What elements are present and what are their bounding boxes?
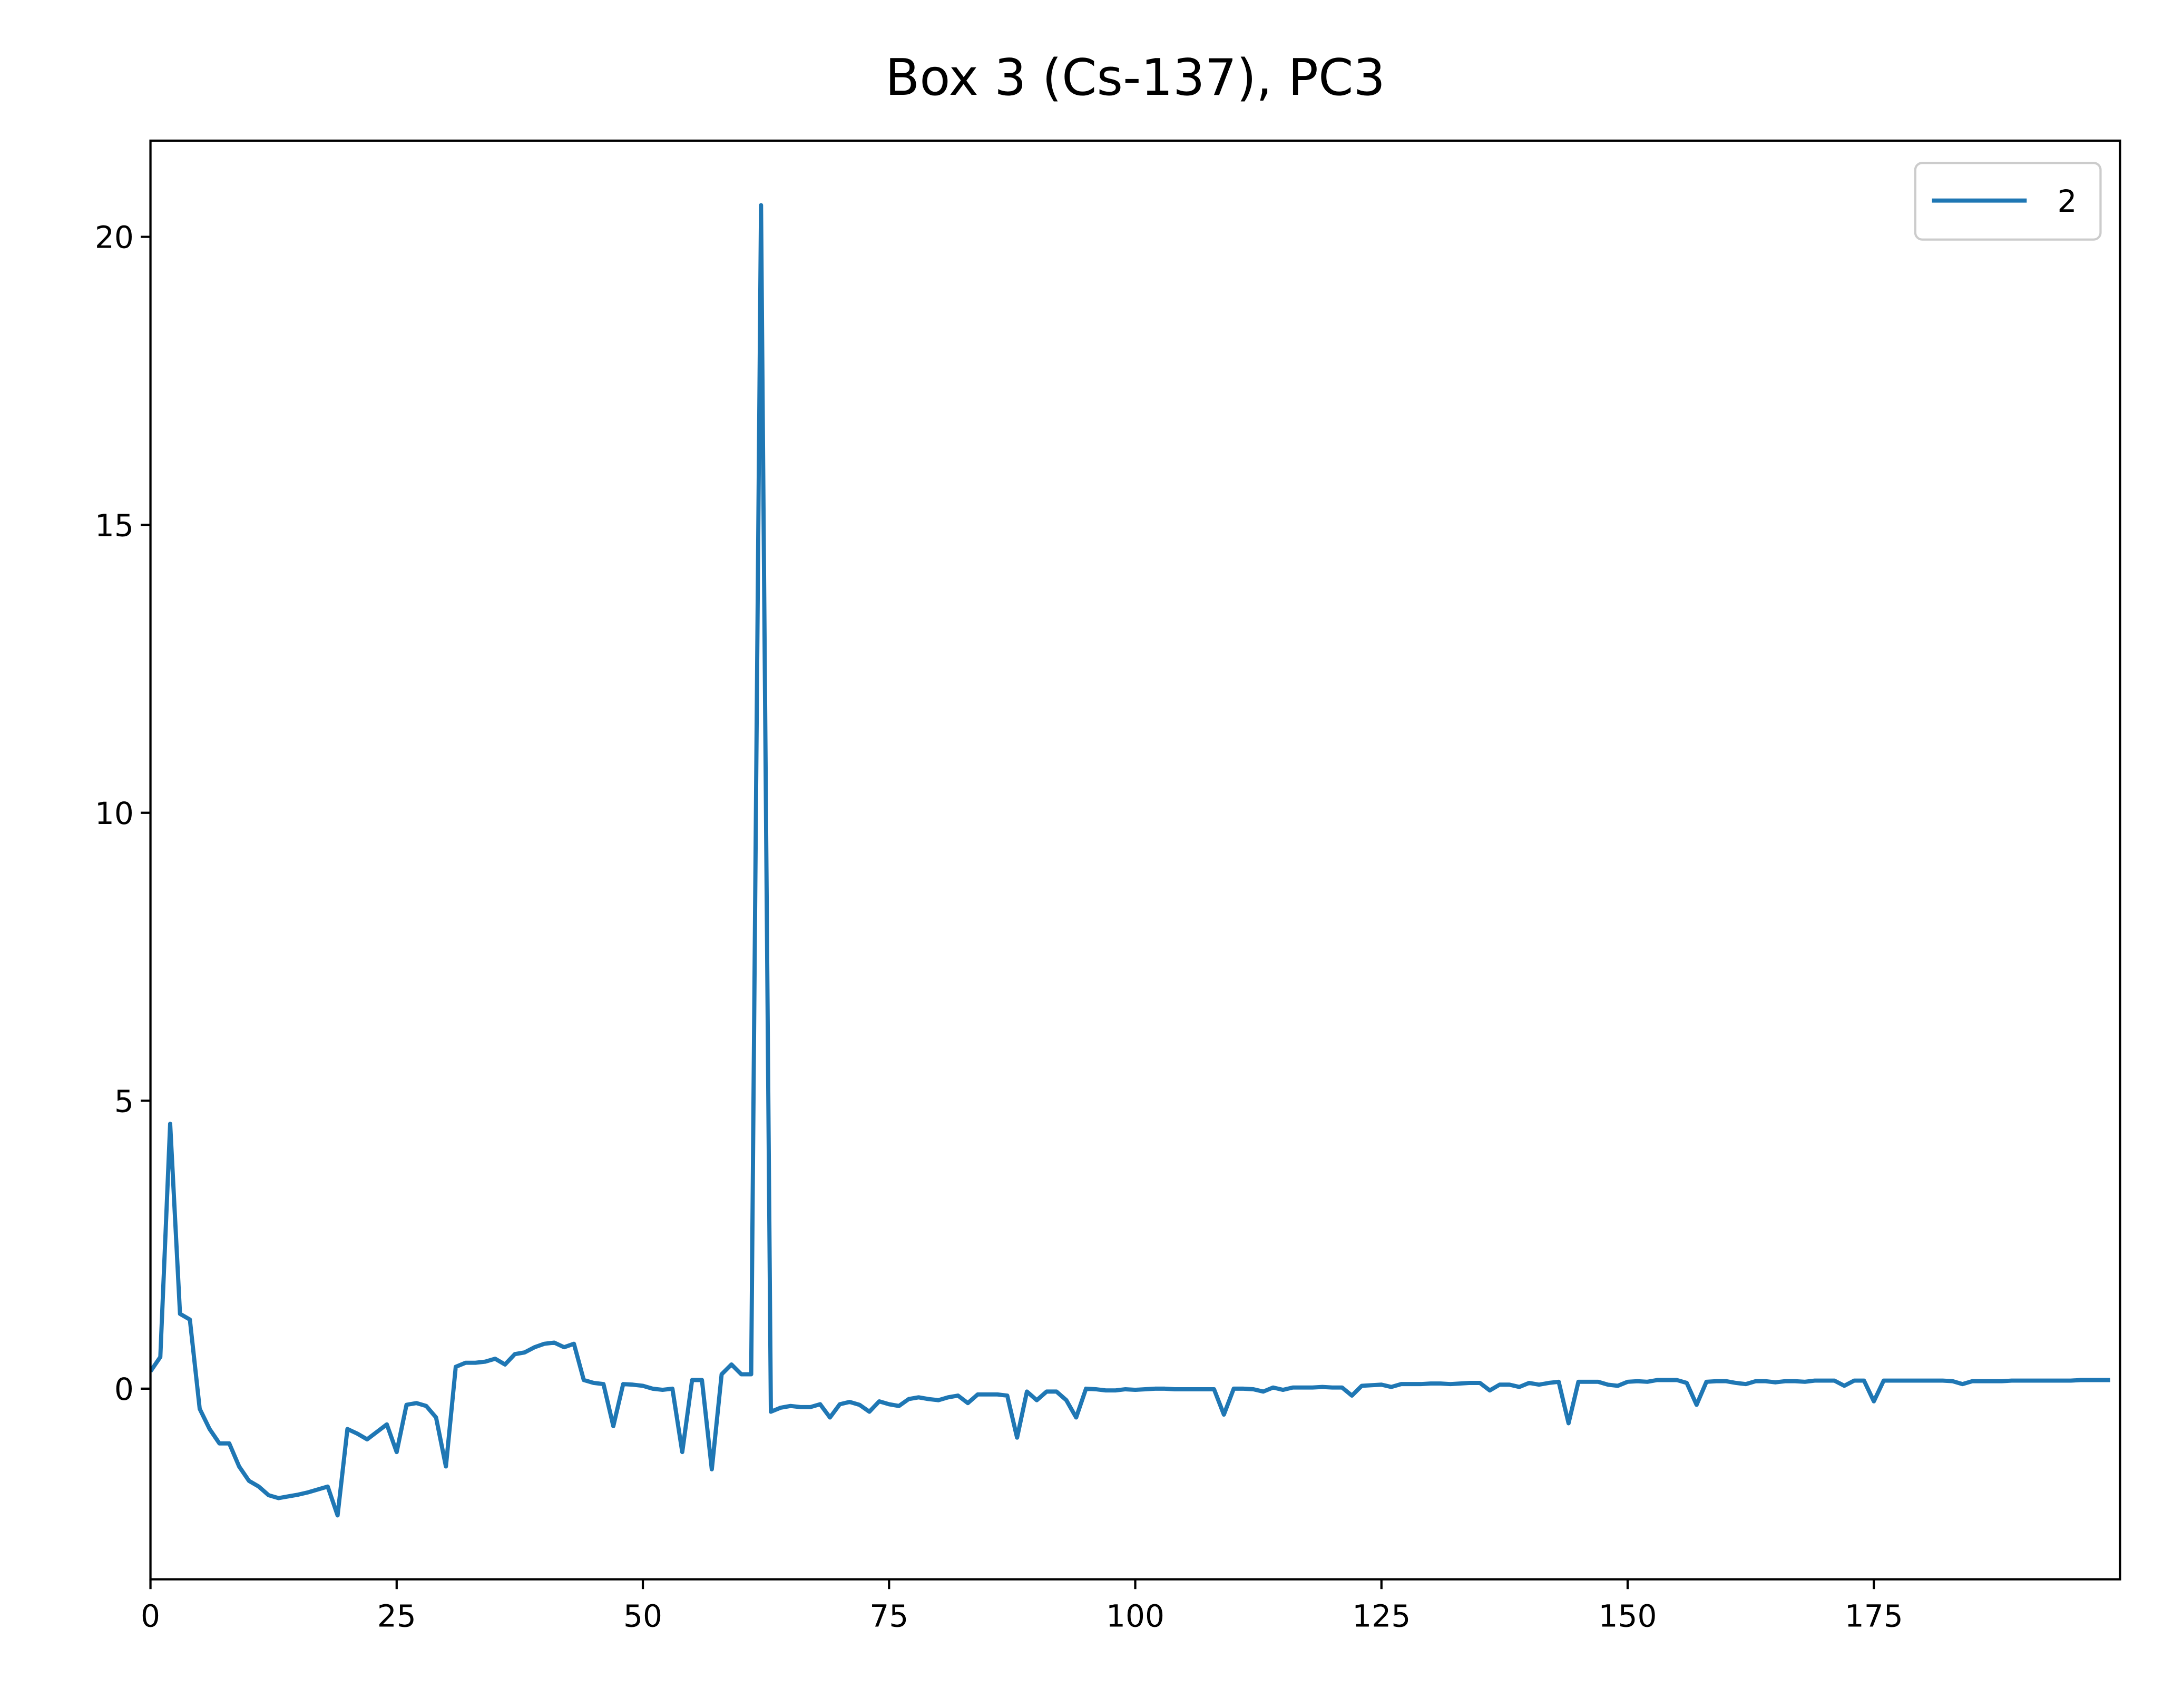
- x-tick-label: 75: [869, 1598, 908, 1634]
- x-tick-label: 100: [1106, 1598, 1164, 1634]
- y-tick-label: 15: [95, 507, 134, 543]
- x-tick-label: 25: [377, 1598, 416, 1634]
- y-tick-label: 20: [95, 220, 134, 256]
- x-tick-label: 50: [623, 1598, 662, 1634]
- x-tick-label: 150: [1599, 1598, 1657, 1634]
- chart-title: Box 3 (Cs-137), PC3: [885, 49, 1385, 107]
- data-line: [150, 203, 2110, 1518]
- plot-frame: [149, 139, 2121, 1581]
- legend-label: 2: [2058, 183, 2077, 219]
- x-tick-label: 125: [1352, 1598, 1411, 1634]
- x-tick-label: 0: [141, 1598, 160, 1634]
- y-tick-label: 0: [114, 1371, 134, 1407]
- x-tick-label: 175: [1845, 1598, 1903, 1634]
- y-tick-label: 10: [95, 796, 134, 831]
- y-tick-label: 5: [114, 1083, 134, 1119]
